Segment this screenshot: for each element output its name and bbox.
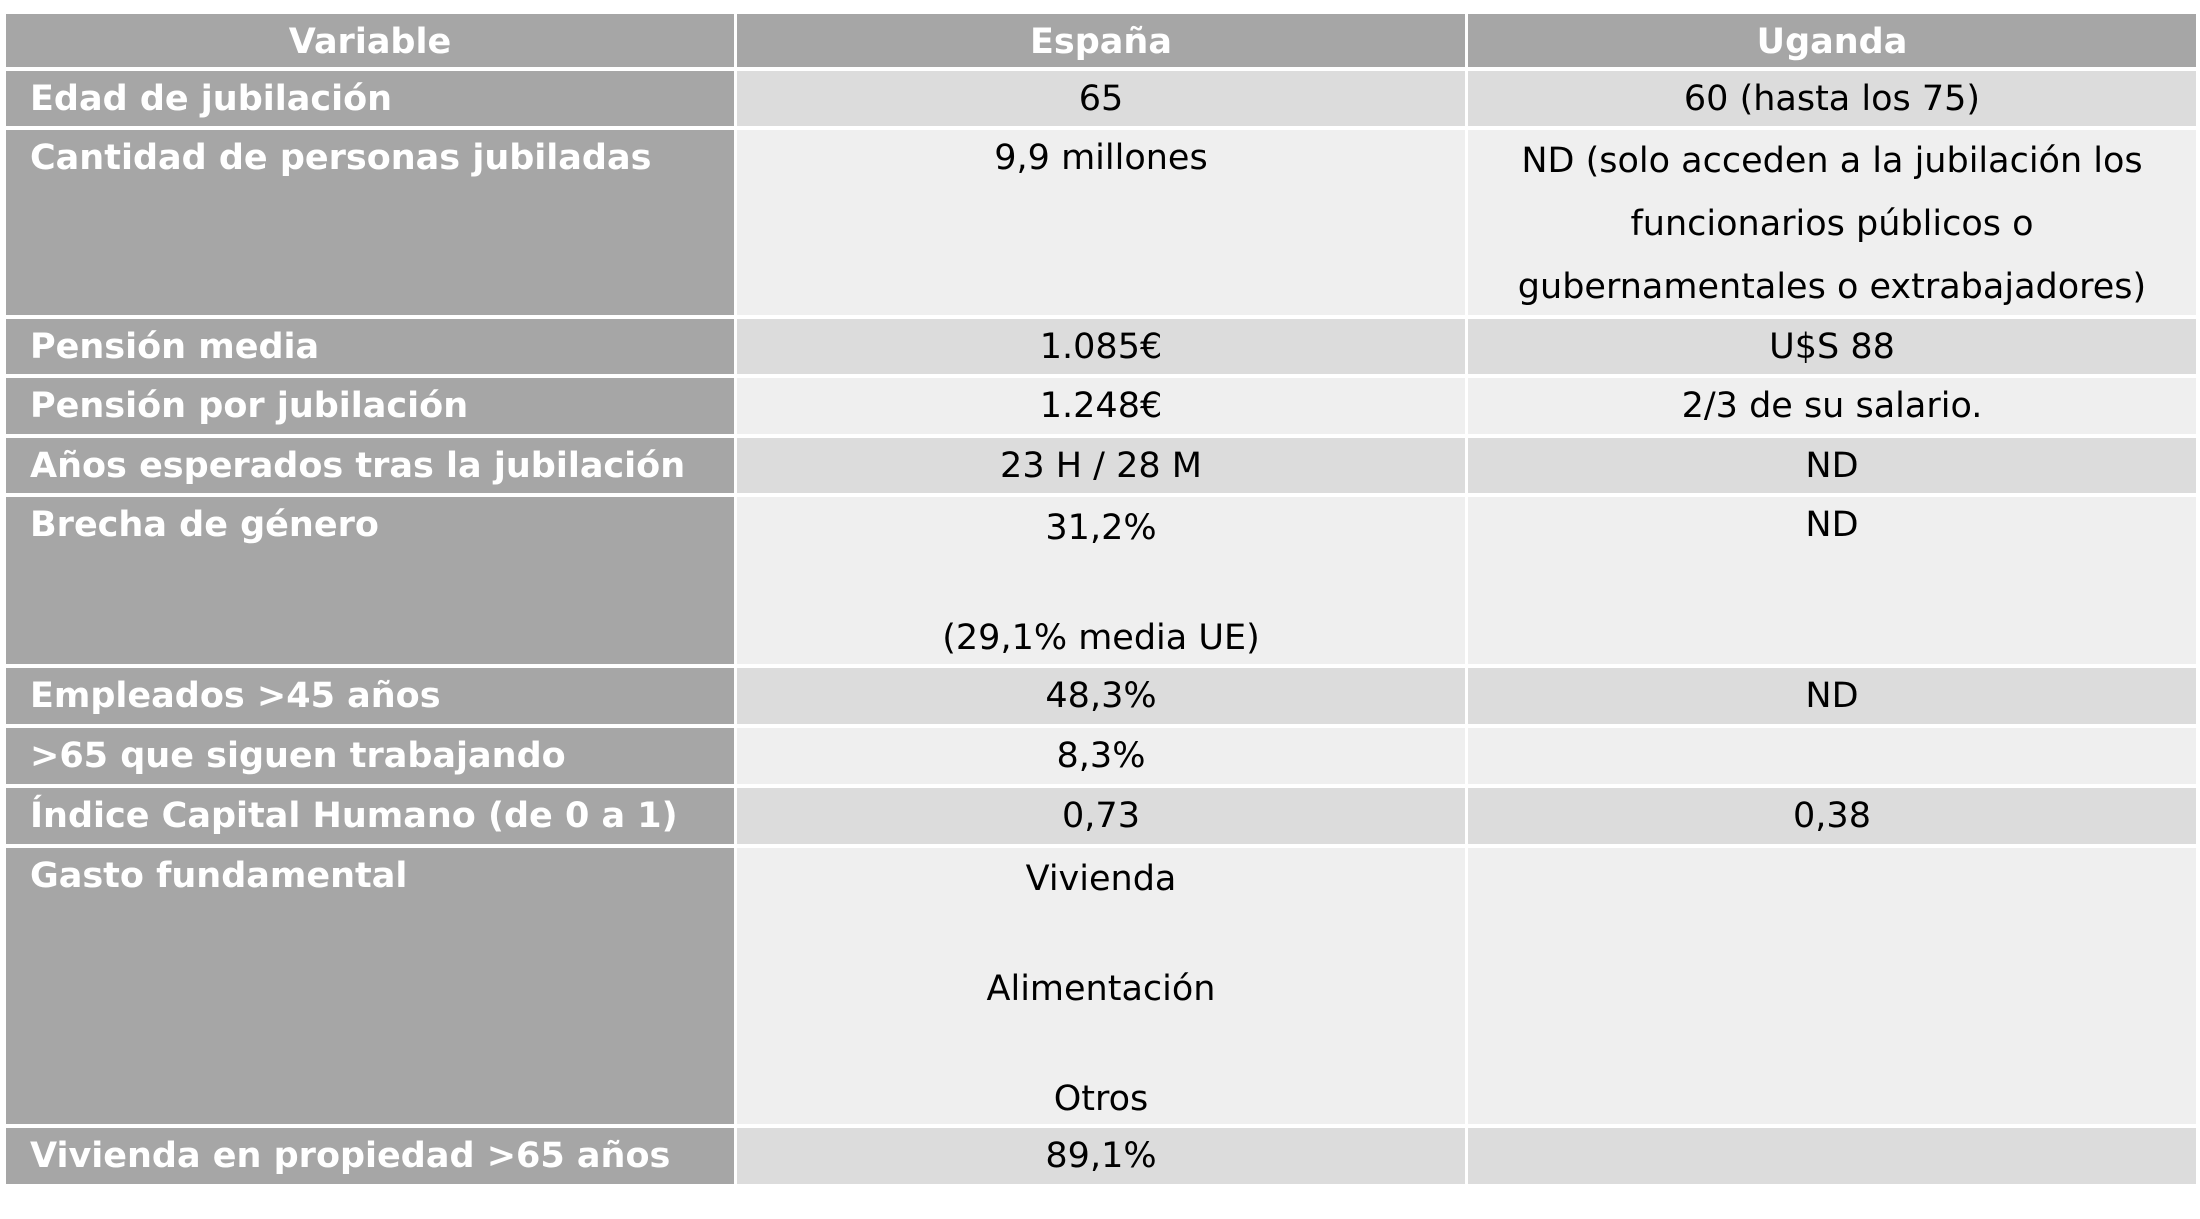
row-variable: Edad de jubilación (6, 71, 734, 126)
row-uganda: U$S 88 (1468, 319, 2196, 374)
header-espana: España (737, 14, 1465, 67)
row-variable: Empleados >45 años (6, 668, 734, 724)
row-uganda: ND (1468, 668, 2196, 724)
row-variable: >65 que siguen trabajando (6, 728, 734, 784)
row-uganda: 2/3 de su salario. (1468, 378, 2196, 434)
row-espana: 0,73 (737, 788, 1465, 844)
row-espana: 9,9 millones (737, 130, 1465, 315)
row-variable: Vivienda en propiedad >65 años (6, 1128, 734, 1184)
row-uganda (1468, 848, 2196, 1124)
row-uganda: 0,38 (1468, 788, 2196, 844)
row-espana: 65 (737, 71, 1465, 126)
row-uganda: 60 (hasta los 75) (1468, 71, 2196, 126)
row-espana: 1.248€ (737, 378, 1465, 434)
cell-line: Alimentación (986, 969, 1216, 1009)
row-espana: 23 H / 28 M (737, 438, 1465, 493)
cell-line: ND (solo acceden a la jubilación los (1521, 141, 2143, 181)
row-espana: Vivienda Alimentación Otros (737, 848, 1465, 1124)
comparison-table: Variable España Uganda Edad de jubilació… (6, 14, 2196, 1184)
cell-line: (29,1% media UE) (942, 618, 1260, 658)
cell-line: funcionarios públicos o (1630, 204, 2034, 244)
row-variable: Años esperados tras la jubilación (6, 438, 734, 493)
row-espana: 89,1% (737, 1128, 1465, 1184)
row-uganda: ND (1468, 497, 2196, 664)
row-variable: Gasto fundamental (6, 848, 734, 1124)
header-variable: Variable (6, 14, 734, 67)
cell-line: 31,2% (1045, 508, 1157, 548)
cell-line: gubernamentales o extrabajadores) (1517, 267, 2147, 307)
row-espana: 8,3% (737, 728, 1465, 784)
row-uganda (1468, 1128, 2196, 1184)
row-variable: Pensión media (6, 319, 734, 374)
row-uganda: ND (solo acceden a la jubilación los fun… (1468, 130, 2196, 315)
row-espana: 1.085€ (737, 319, 1465, 374)
row-uganda: ND (1468, 438, 2196, 493)
row-variable: Índice Capital Humano (de 0 a 1) (6, 788, 734, 844)
row-variable: Pensión por jubilación (6, 378, 734, 434)
row-uganda (1468, 728, 2196, 784)
row-variable: Brecha de género (6, 497, 734, 664)
header-uganda: Uganda (1468, 14, 2196, 67)
cell-line: Otros (1053, 1079, 1149, 1119)
row-espana: 48,3% (737, 668, 1465, 724)
row-espana: 31,2% (29,1% media UE) (737, 497, 1465, 664)
cell-line: Vivienda (1025, 859, 1177, 899)
row-variable: Cantidad de personas jubiladas (6, 130, 734, 315)
